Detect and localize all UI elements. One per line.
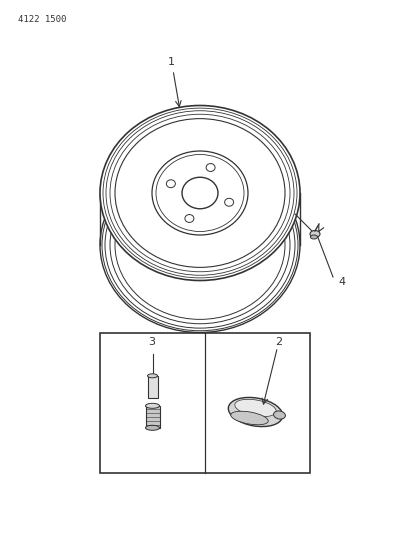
Ellipse shape [185,215,194,222]
Ellipse shape [152,151,248,235]
Ellipse shape [310,230,320,238]
Ellipse shape [182,177,218,209]
Ellipse shape [273,411,286,419]
Ellipse shape [206,164,215,172]
Ellipse shape [100,106,300,280]
Ellipse shape [146,425,160,430]
Ellipse shape [225,198,234,206]
Bar [148,376,157,398]
Ellipse shape [228,398,283,426]
Ellipse shape [235,399,276,417]
Bar [100,333,310,473]
Ellipse shape [146,403,160,408]
Text: 4: 4 [338,277,345,287]
Text: 3: 3 [149,337,155,347]
Text: 4122 1500: 4122 1500 [18,15,67,24]
Text: 2: 2 [275,337,283,347]
Bar [146,406,160,428]
Ellipse shape [310,235,317,239]
Ellipse shape [148,374,157,378]
Ellipse shape [231,411,268,425]
Ellipse shape [166,180,175,188]
Text: 1: 1 [168,57,175,67]
